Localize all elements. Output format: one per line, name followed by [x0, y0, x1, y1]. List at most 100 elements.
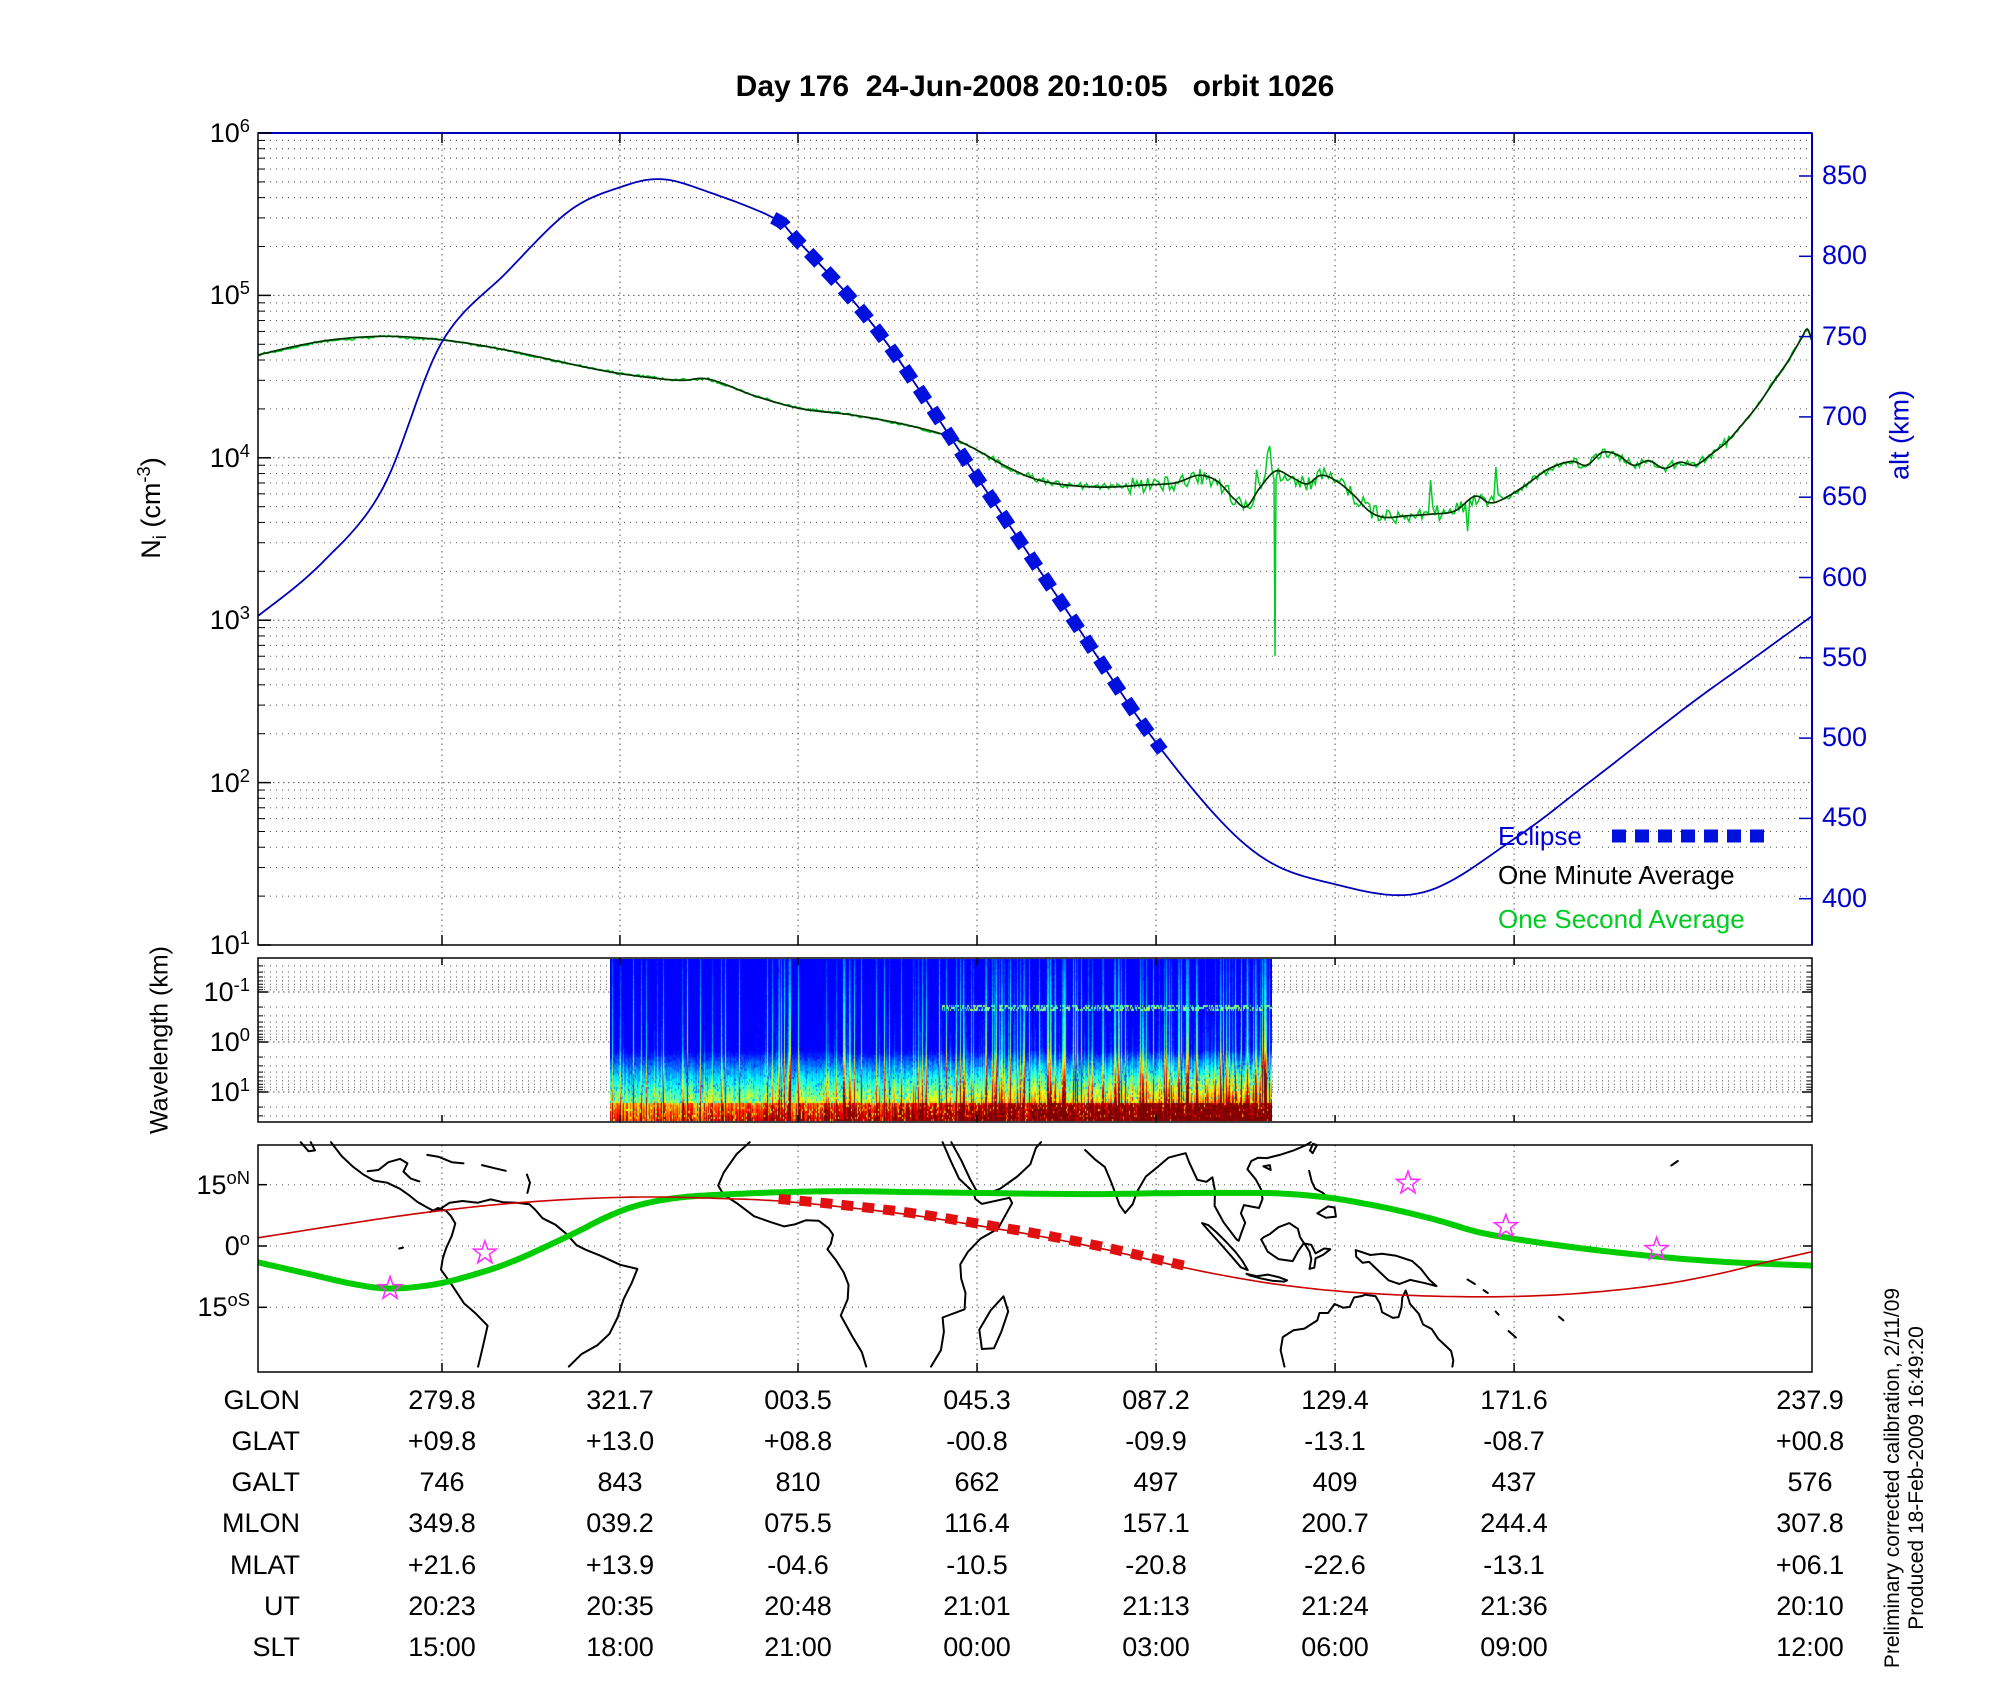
mid-tick-10e-1: 10-1	[203, 974, 250, 1007]
middle-y-axis-label: Wavelength (km)	[145, 945, 174, 1135]
top-y-axis-label: Ni (cm-3)	[132, 457, 171, 559]
table-cell: 12:00	[1776, 1632, 1844, 1662]
table-cell: 15:00	[408, 1632, 476, 1662]
table-cell: 003.5	[764, 1385, 832, 1415]
table-cell: 244.4	[1480, 1508, 1548, 1538]
table-cell: 171.6	[1480, 1385, 1548, 1415]
table-cell: +09.8	[407, 1426, 477, 1456]
y-tick-right-500: 500	[1822, 722, 1868, 753]
table-cell: -20.8	[1125, 1550, 1187, 1580]
y-tick-right-750: 750	[1822, 320, 1868, 351]
legend-one-second-label: One Second Average	[1498, 904, 1745, 934]
table-cell: +13.0	[585, 1426, 655, 1456]
table-cell: 116.4	[944, 1508, 1010, 1538]
table-cell: -00.8	[946, 1426, 1008, 1456]
y-tick-right-550: 550	[1822, 641, 1868, 672]
table-cell: 075.5	[764, 1508, 832, 1538]
table-cell: 746	[419, 1467, 465, 1497]
table-cell: -13.1	[1483, 1550, 1545, 1580]
y-tick-left-10e5: 105	[209, 277, 250, 311]
table-cell: 09:00	[1480, 1632, 1548, 1662]
y-tick-left-10e4: 104	[209, 439, 250, 473]
panel-frames	[257, 132, 1813, 1373]
y-tick-right-800: 800	[1822, 240, 1868, 271]
table-cell: 307.8	[1776, 1508, 1844, 1538]
table-cell: 20:10	[1776, 1591, 1844, 1621]
y-tick-right-850: 850	[1822, 160, 1868, 190]
y-tick-right-600: 600	[1822, 561, 1868, 592]
axis-ticks	[258, 132, 1812, 1372]
altitude-curve	[257, 178, 1813, 897]
table-cell: 129.4	[1301, 1385, 1369, 1415]
table-cell: 039.2	[586, 1508, 654, 1538]
legend-eclipse-label: Eclipse	[1498, 821, 1582, 851]
table-cell: 20:23	[408, 1591, 476, 1621]
table-cell: 497	[1133, 1467, 1179, 1497]
table-cell: 662	[954, 1467, 1000, 1497]
y-tick-right-650: 650	[1822, 481, 1868, 512]
table-cell: 20:35	[586, 1591, 654, 1621]
table-cell: -22.6	[1304, 1550, 1366, 1580]
table-cell: 843	[597, 1467, 643, 1497]
one-second-average-curve	[257, 327, 1813, 657]
map-lat-label: 0o	[224, 1228, 250, 1261]
y-tick-left-10e3: 103	[209, 602, 250, 636]
y-tick-left-10e2: 102	[209, 764, 250, 798]
table-cell: -10.5	[946, 1550, 1008, 1580]
table-cell: 21:24	[1301, 1591, 1369, 1621]
table-row-label: GLAT	[231, 1426, 300, 1456]
table-row-label: UT	[264, 1591, 300, 1621]
table-row-label: GALT	[231, 1467, 300, 1497]
map-coastlines	[299, 1141, 1679, 1368]
table-cell: 087.2	[1122, 1385, 1190, 1415]
table-row-label: MLAT	[229, 1550, 300, 1580]
y-tick-right-450: 450	[1822, 802, 1868, 833]
table-row-label: GLON	[223, 1385, 300, 1415]
table-cell: +00.8	[1775, 1426, 1845, 1456]
produced-note: Produced 18-Feb-2009 16:49:20	[1905, 1326, 1928, 1630]
star-marker	[1492, 1211, 1520, 1239]
table-row-label: SLT	[252, 1632, 300, 1662]
table-cell: 437	[1491, 1467, 1537, 1497]
table-cell: 321.7	[586, 1385, 654, 1415]
map-gridlines	[258, 1145, 1812, 1372]
middle-panel-gridlines	[258, 958, 1812, 1122]
one-minute-average-curve	[257, 328, 1813, 519]
wave-spectrogram-heatmap	[610, 959, 1272, 1121]
star-marker	[471, 1238, 499, 1265]
map-eclipse-ground-track	[778, 1194, 1192, 1272]
star-marker	[1394, 1168, 1422, 1195]
table-cell: 157.1	[1122, 1508, 1190, 1538]
map-orbit-stars	[376, 1168, 1671, 1301]
table-cell: 21:00	[764, 1632, 832, 1662]
table-cell: 00:00	[943, 1632, 1011, 1662]
table-cell: +08.8	[763, 1426, 833, 1456]
table-cell: 409	[1312, 1467, 1358, 1497]
table-cell: -09.9	[1125, 1426, 1187, 1456]
map-ground-track	[257, 1188, 1813, 1292]
table-cell: 18:00	[586, 1632, 654, 1662]
table-cell: 06:00	[1301, 1632, 1369, 1662]
right-y-axis-label: alt (km)	[1884, 390, 1915, 480]
y-tick-left-10e1: 101	[209, 927, 250, 960]
table-cell: +21.6	[407, 1550, 477, 1580]
map-lat-label: 15oN	[196, 1166, 250, 1200]
star-marker	[376, 1274, 404, 1301]
table-cell: 21:01	[943, 1591, 1011, 1621]
table-cell: 200.7	[1301, 1508, 1369, 1538]
table-cell: 21:36	[1480, 1591, 1548, 1621]
table-cell: 21:13	[1122, 1591, 1190, 1621]
table-row-label: MLON	[221, 1508, 300, 1538]
table-cell: +06.1	[1775, 1550, 1845, 1580]
table-cell: -04.6	[767, 1550, 829, 1580]
table-cell: 349.8	[408, 1508, 476, 1538]
star-marker	[1642, 1234, 1671, 1261]
table-cell: +13.9	[585, 1550, 655, 1580]
page-title: Day 176 24-Jun-2008 20:10:05 orbit 1026	[735, 70, 1335, 103]
y-tick-right-700: 700	[1822, 400, 1868, 431]
y-tick-left-10e6: 106	[209, 115, 250, 148]
table-cell: 576	[1787, 1467, 1833, 1497]
table-cell: 03:00	[1122, 1632, 1190, 1662]
mid-tick-10e0: 100	[209, 1024, 250, 1057]
